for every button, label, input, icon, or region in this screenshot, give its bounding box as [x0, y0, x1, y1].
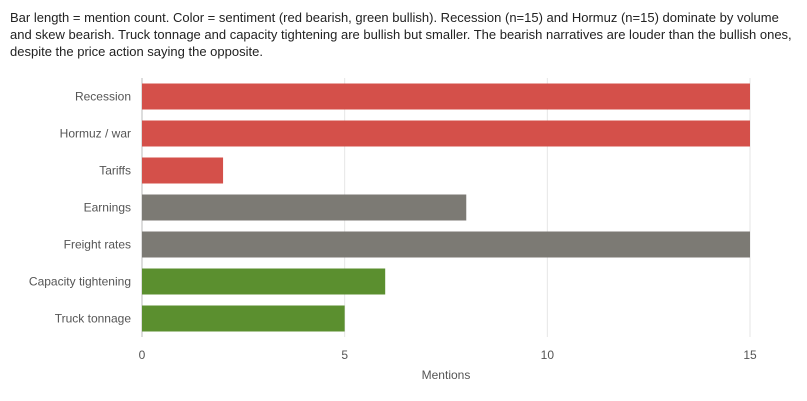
bar-tariffs: [142, 157, 224, 184]
category-label: Capacity tightening: [29, 275, 131, 289]
category-label: Hormuz / war: [60, 127, 131, 141]
bar-freight-rates: [142, 231, 750, 258]
bar-recession: [142, 83, 750, 110]
x-tick-label: 10: [541, 348, 555, 362]
bar-capacity-tightening: [142, 268, 386, 295]
category-label: Earnings: [84, 201, 131, 215]
bar-hormuz-war: [142, 120, 750, 147]
category-label: Freight rates: [64, 238, 131, 252]
bar-layer: [142, 83, 750, 332]
bar-truck-tonnage: [142, 305, 345, 332]
category-label: Truck tonnage: [55, 312, 132, 326]
x-tick-label: 5: [341, 348, 348, 362]
category-label: Recession: [75, 90, 131, 104]
x-axis-title: Mentions: [422, 368, 471, 382]
x-tick-label: 15: [743, 348, 757, 362]
x-tick-labels: 0 5 10 15: [139, 348, 757, 362]
category-label: Tariffs: [99, 164, 131, 178]
category-labels: Recession Hormuz / war Tariffs Earnings Frei…: [29, 90, 131, 326]
x-tick-label: 0: [139, 348, 146, 362]
bar-earnings: [142, 194, 467, 221]
chart-caption: Bar length = mention count. Color = sent…: [10, 10, 792, 59]
